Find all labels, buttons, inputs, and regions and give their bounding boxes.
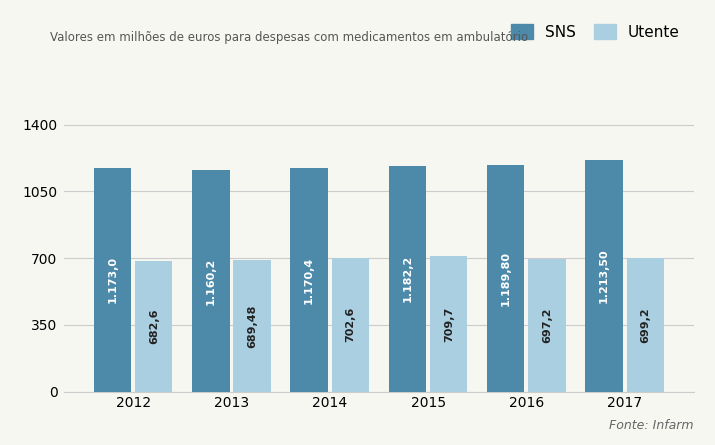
Text: 1.173,0: 1.173,0	[107, 256, 117, 303]
Bar	[332, 258, 369, 392]
Text: 1.182,2: 1.182,2	[403, 255, 413, 303]
Text: Valores em milhões de euros para despesas com medicamentos em ambulatório: Valores em milhões de euros para despesa…	[50, 31, 528, 44]
Bar	[290, 168, 327, 392]
Bar	[586, 160, 623, 392]
Text: 1.189,80: 1.189,80	[500, 251, 511, 306]
Bar	[389, 166, 426, 392]
Bar	[626, 258, 664, 392]
Bar	[233, 260, 271, 392]
Text: 682,6: 682,6	[149, 309, 159, 344]
Text: 699,2: 699,2	[641, 307, 651, 343]
Bar	[487, 165, 524, 392]
Text: 697,2: 697,2	[542, 307, 552, 343]
Text: 702,6: 702,6	[345, 307, 355, 342]
Bar	[192, 170, 230, 392]
Text: 1.213,50: 1.213,50	[599, 249, 609, 303]
Legend: SNS, Utente: SNS, Utente	[506, 17, 686, 46]
Text: 1.170,4: 1.170,4	[304, 256, 314, 303]
Text: Fonte: Infarm: Fonte: Infarm	[609, 419, 694, 432]
Bar	[94, 168, 131, 392]
Text: 1.160,2: 1.160,2	[206, 257, 216, 304]
Text: 709,7: 709,7	[444, 306, 454, 342]
Bar	[430, 256, 468, 392]
Text: 689,48: 689,48	[247, 304, 257, 348]
Bar	[135, 261, 172, 392]
Bar	[528, 259, 566, 392]
